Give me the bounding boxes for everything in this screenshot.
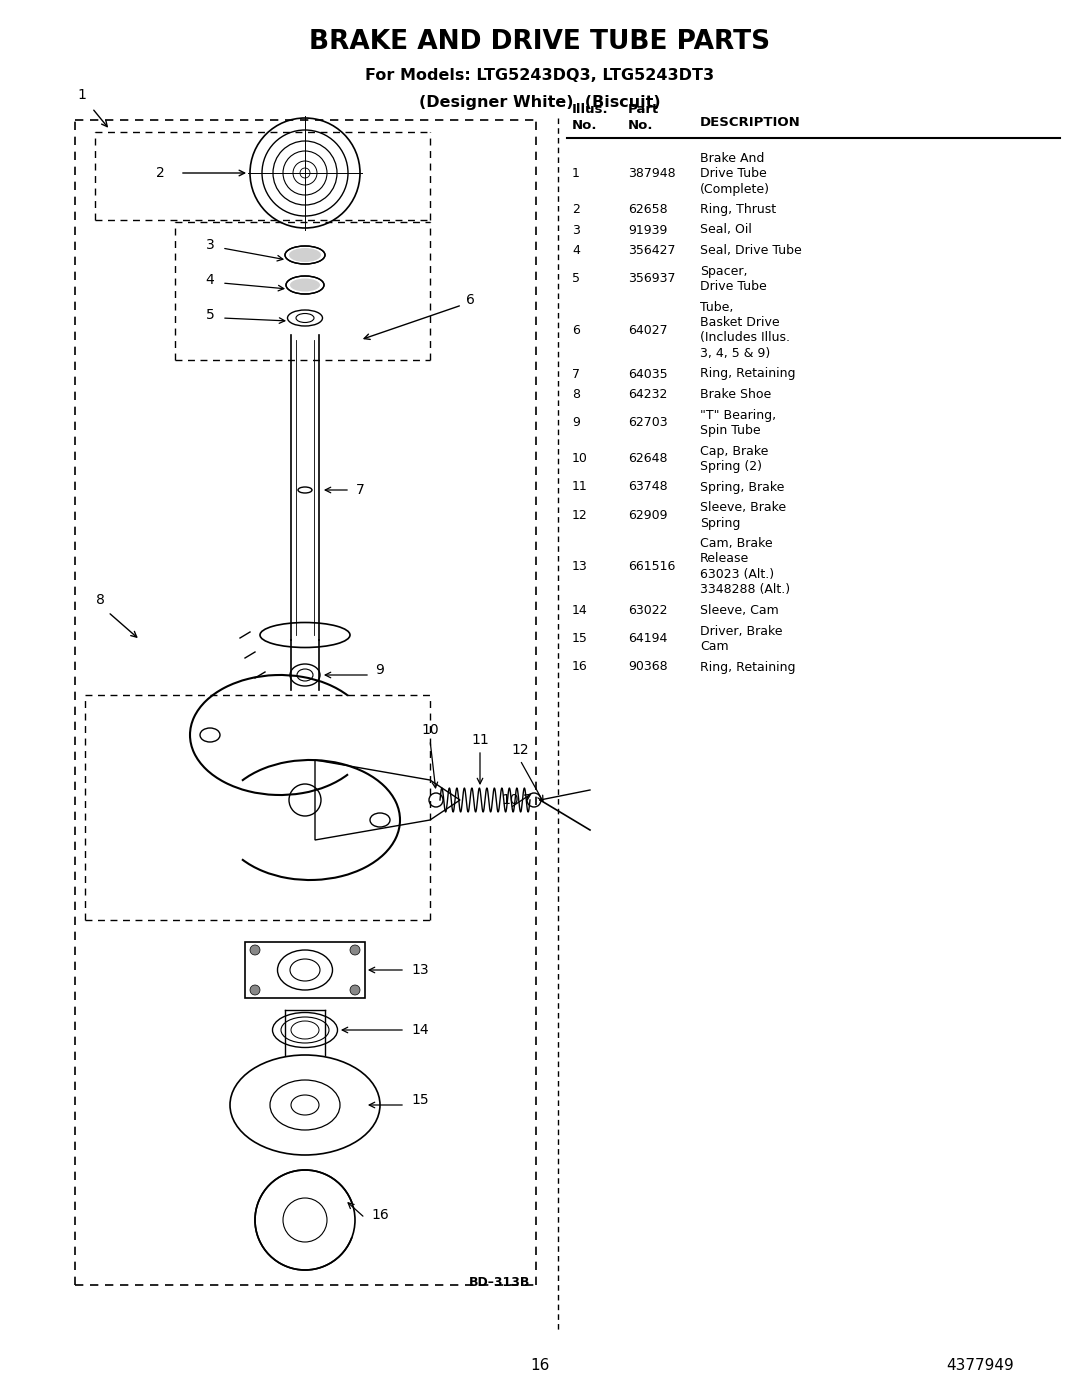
Text: 13: 13	[411, 963, 429, 977]
Text: 2: 2	[572, 203, 580, 217]
Text: Spring, Brake: Spring, Brake	[700, 481, 784, 493]
Text: Release: Release	[700, 552, 750, 566]
Text: (Designer White)  (Biscuit): (Designer White) (Biscuit)	[419, 95, 661, 110]
Text: 13: 13	[572, 560, 588, 573]
Text: 356427: 356427	[627, 244, 675, 257]
Text: Illus.: Illus.	[572, 103, 609, 116]
Text: 3, 4, 5 & 9): 3, 4, 5 & 9)	[700, 346, 770, 360]
Text: Drive Tube: Drive Tube	[700, 168, 767, 180]
Text: DESCRIPTION: DESCRIPTION	[700, 116, 800, 130]
Text: Spring (2): Spring (2)	[700, 460, 762, 474]
Text: 12: 12	[511, 743, 529, 757]
Text: Seal, Oil: Seal, Oil	[700, 224, 752, 236]
Text: 63748: 63748	[627, 481, 667, 493]
Text: Ring, Retaining: Ring, Retaining	[700, 367, 796, 380]
Text: 90368: 90368	[627, 661, 667, 673]
Text: Spacer,: Spacer,	[700, 264, 747, 278]
Ellipse shape	[291, 278, 320, 292]
Text: 14: 14	[411, 1023, 429, 1037]
Text: 356937: 356937	[627, 272, 675, 285]
Text: 62703: 62703	[627, 416, 667, 429]
Circle shape	[350, 985, 360, 995]
Text: 9: 9	[572, 416, 580, 429]
Text: 1: 1	[572, 168, 580, 180]
Text: BRAKE AND DRIVE TUBE PARTS: BRAKE AND DRIVE TUBE PARTS	[310, 29, 770, 54]
Text: 62648: 62648	[627, 453, 667, 465]
Text: 7: 7	[355, 483, 364, 497]
Text: No.: No.	[627, 119, 653, 131]
Circle shape	[249, 985, 260, 995]
Text: 11: 11	[471, 733, 489, 747]
Text: 91939: 91939	[627, 224, 667, 236]
Text: 16: 16	[572, 661, 588, 673]
Ellipse shape	[289, 249, 321, 263]
Text: 6: 6	[572, 324, 580, 337]
Text: 4: 4	[205, 272, 214, 286]
Text: 661516: 661516	[627, 560, 675, 573]
Text: 4: 4	[572, 244, 580, 257]
Text: Spin Tube: Spin Tube	[700, 425, 760, 437]
Text: Driver, Brake: Driver, Brake	[700, 624, 783, 637]
Text: 63022: 63022	[627, 604, 667, 617]
Text: 8: 8	[95, 592, 105, 608]
Circle shape	[350, 944, 360, 956]
Text: 15: 15	[411, 1092, 429, 1106]
Text: 3: 3	[205, 237, 214, 251]
Text: 64035: 64035	[627, 367, 667, 380]
Text: 3: 3	[572, 224, 580, 236]
Text: 6: 6	[465, 293, 474, 307]
Text: 1: 1	[78, 88, 86, 102]
Text: 62658: 62658	[627, 203, 667, 217]
Text: Seal, Drive Tube: Seal, Drive Tube	[700, 244, 801, 257]
Circle shape	[249, 944, 260, 956]
Text: Sleeve, Brake: Sleeve, Brake	[700, 502, 786, 514]
Text: 11: 11	[572, 481, 588, 493]
Text: For Models: LTG5243DQ3, LTG5243DT3: For Models: LTG5243DQ3, LTG5243DT3	[365, 67, 715, 82]
Text: No.: No.	[572, 119, 597, 131]
Text: 14: 14	[572, 604, 588, 617]
Text: 2: 2	[156, 166, 164, 180]
Text: (Complete): (Complete)	[700, 183, 770, 196]
Text: Cam: Cam	[700, 640, 729, 652]
Text: 64194: 64194	[627, 633, 667, 645]
Text: 62909: 62909	[627, 509, 667, 521]
Text: "T" Bearing,: "T" Bearing,	[700, 408, 777, 422]
Text: 16: 16	[530, 1358, 550, 1372]
Text: 10: 10	[421, 724, 438, 738]
Text: 3348288 (Alt.): 3348288 (Alt.)	[700, 584, 791, 597]
Text: Cap, Brake: Cap, Brake	[700, 444, 768, 457]
Text: Spring: Spring	[700, 517, 741, 529]
Text: BD–313B: BD–313B	[469, 1275, 530, 1288]
Text: Ring, Retaining: Ring, Retaining	[700, 661, 796, 673]
Text: 63023 (Alt.): 63023 (Alt.)	[700, 569, 774, 581]
Text: 5: 5	[205, 307, 214, 321]
Text: 5: 5	[572, 272, 580, 285]
Text: 10: 10	[501, 793, 518, 807]
Text: Brake And: Brake And	[700, 151, 765, 165]
Text: Tube,: Tube,	[700, 300, 733, 313]
Text: 15: 15	[572, 633, 588, 645]
Text: Ring, Thrust: Ring, Thrust	[700, 203, 777, 217]
Text: Basket Drive: Basket Drive	[700, 316, 780, 330]
Text: 8: 8	[572, 388, 580, 401]
Text: 387948: 387948	[627, 168, 676, 180]
Text: 12: 12	[572, 509, 588, 521]
Text: 4377949: 4377949	[946, 1358, 1014, 1372]
Text: Drive Tube: Drive Tube	[700, 279, 767, 293]
Text: (Includes Illus.: (Includes Illus.	[700, 331, 789, 345]
Text: Cam, Brake: Cam, Brake	[700, 536, 772, 550]
Text: 10: 10	[572, 453, 588, 465]
Text: Sleeve, Cam: Sleeve, Cam	[700, 604, 779, 617]
Text: 7: 7	[572, 367, 580, 380]
Text: Brake Shoe: Brake Shoe	[700, 388, 771, 401]
Text: Part: Part	[627, 103, 659, 116]
Text: 16: 16	[372, 1208, 389, 1222]
Text: 9: 9	[376, 664, 384, 678]
Text: 64232: 64232	[627, 388, 667, 401]
Text: 64027: 64027	[627, 324, 667, 337]
